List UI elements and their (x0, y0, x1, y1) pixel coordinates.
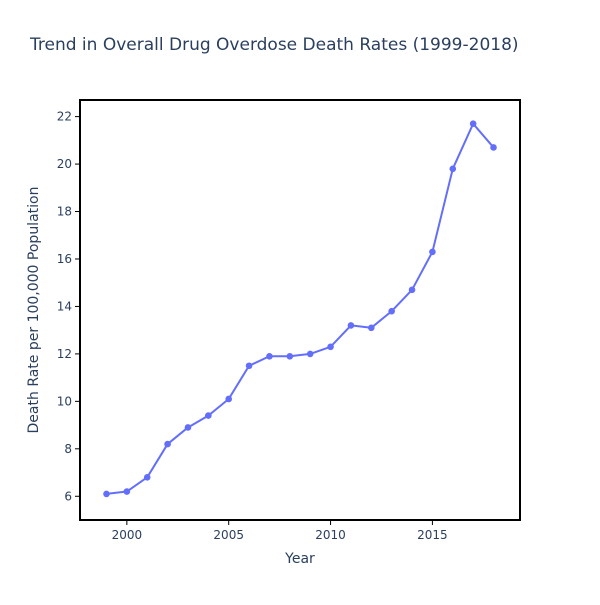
x-axis: 2000 2005 2010 2015 (112, 520, 448, 542)
data-point (103, 490, 110, 498)
data-point (143, 473, 151, 481)
x-tick-label: 2005 (213, 528, 244, 542)
data-point (408, 286, 416, 294)
series-layer (103, 120, 497, 498)
data-point (429, 248, 436, 256)
x-tick-label: 2010 (315, 528, 346, 542)
y-tick-label: 20 (57, 157, 72, 171)
data-point (164, 440, 171, 448)
y-tick-label: 18 (57, 205, 72, 219)
data-point (286, 352, 294, 360)
data-point (388, 307, 395, 315)
y-tick-label: 10 (57, 394, 72, 408)
data-point (123, 488, 131, 495)
data-point (266, 352, 273, 360)
plot-frame (79, 99, 521, 521)
chart-title: Trend in Overall Drug Overdose Death Rat… (29, 35, 519, 55)
y-tick-label: 16 (57, 252, 72, 266)
data-point (306, 350, 314, 358)
x-axis-title: Year (284, 551, 315, 567)
data-point (205, 412, 212, 419)
y-tick-label: 6 (64, 489, 72, 503)
x-tick-label: 2000 (112, 528, 143, 542)
data-point (327, 343, 334, 351)
y-tick-label: 8 (64, 442, 72, 456)
data-point (245, 362, 253, 370)
y-axis-title: Death Rate per 100,000 Population (26, 187, 42, 434)
data-point (184, 424, 192, 431)
data-point (225, 395, 233, 403)
y-tick-label: 14 (57, 299, 72, 313)
data-point (449, 165, 457, 173)
y-tick-label: 22 (57, 110, 72, 124)
data-point (347, 322, 355, 329)
series-line (106, 122, 495, 495)
y-tick-label: 12 (57, 347, 72, 361)
x-tick-label: 2015 (417, 528, 448, 542)
y-axis: 6 8 10 12 14 16 18 20 22 (57, 110, 80, 503)
data-point (469, 120, 477, 128)
data-point (367, 324, 375, 332)
data-point (490, 144, 497, 151)
